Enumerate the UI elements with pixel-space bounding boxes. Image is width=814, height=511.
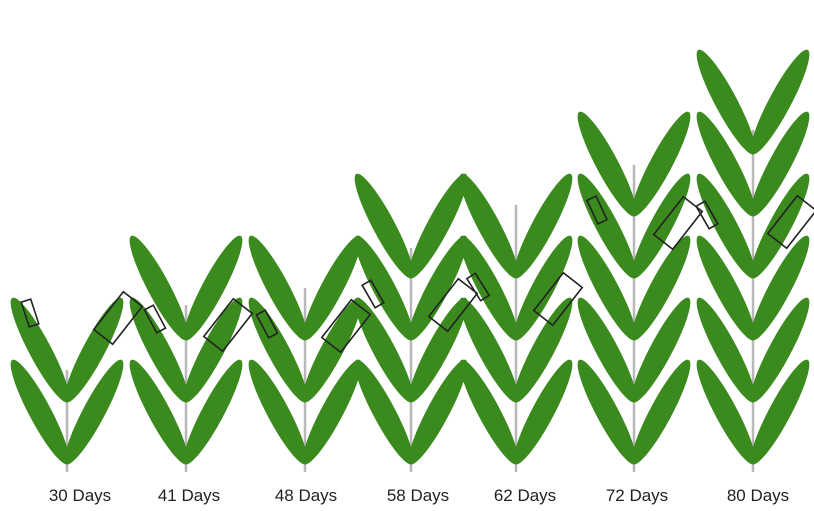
leaf-right (750, 359, 810, 465)
leaf-left (354, 359, 414, 465)
leaf-left (129, 235, 189, 341)
plant-2 (129, 235, 243, 472)
leaf-left (129, 359, 189, 465)
highlight-box (695, 200, 719, 230)
day-label-48: 48 Days (274, 486, 338, 505)
leaf-left (459, 235, 519, 341)
leaf-left (248, 359, 308, 465)
highlight-box (320, 298, 372, 354)
leaf-right (513, 173, 573, 279)
plant-5 (459, 173, 573, 472)
leaf-left (696, 173, 756, 279)
leaf-left (696, 235, 756, 341)
leaf-right (183, 297, 243, 403)
highlight-box (361, 279, 385, 309)
highlight-box (766, 194, 814, 250)
day-label-30: 30 Days (48, 486, 112, 505)
leaf-right (302, 235, 362, 341)
highlight-box (465, 272, 491, 302)
leaf-left (696, 297, 756, 403)
highlight-box (652, 195, 704, 251)
highlight-box (532, 271, 584, 327)
leaf-left (354, 297, 414, 403)
day-label-72: 72 Days (605, 486, 669, 505)
leaf-right (750, 297, 810, 403)
plant-1 (10, 297, 124, 472)
highlight-box (20, 298, 40, 328)
plant-4 (354, 173, 468, 472)
day-label-80: 80 Days (726, 486, 790, 505)
leaf-left (577, 235, 637, 341)
leaf-left (248, 235, 308, 341)
highlight-box (202, 297, 254, 353)
leaf-right (513, 235, 573, 341)
leaf-left (696, 111, 756, 217)
leaf-right (750, 111, 810, 217)
day-label-62: 62 Days (493, 486, 557, 505)
leaf-left (577, 359, 637, 465)
leaf-left (459, 173, 519, 279)
highlight-box (255, 309, 279, 339)
leaf-left (10, 359, 70, 465)
leaf-left (459, 359, 519, 465)
leaf-right (750, 235, 810, 341)
leaf-right (631, 235, 691, 341)
leaf-left (354, 173, 414, 279)
leaf-right (513, 359, 573, 465)
leaf-left (577, 173, 637, 279)
leaf-left (577, 111, 637, 217)
leaf-right (183, 235, 243, 341)
leaf-right (631, 111, 691, 217)
leaf-left (248, 297, 308, 403)
leaf-right (302, 359, 362, 465)
leaf-left (459, 297, 519, 403)
leaf-left (696, 49, 756, 155)
leaf-right (408, 359, 468, 465)
leaf-right (408, 173, 468, 279)
day-label-58: 58 Days (386, 486, 450, 505)
leaf-right (302, 297, 362, 403)
highlight-box (585, 195, 609, 225)
leaf-right (183, 359, 243, 465)
leaf-right (631, 297, 691, 403)
highlight-box (143, 304, 167, 334)
leaf-left (696, 359, 756, 465)
leaf-right (64, 359, 124, 465)
leaf-left (354, 235, 414, 341)
highlight-box (427, 277, 479, 333)
day-label-41: 41 Days (157, 486, 221, 505)
leaf-right (408, 235, 468, 341)
plant-3 (248, 235, 362, 472)
leaf-left (129, 297, 189, 403)
leaf-right (513, 297, 573, 403)
leaf-right (750, 49, 810, 155)
leaf-left (577, 297, 637, 403)
leaf-left (10, 297, 70, 403)
leaf-right (64, 297, 124, 403)
leaf-right (631, 359, 691, 465)
plant-7 (696, 49, 810, 472)
plant-6 (577, 111, 691, 472)
highlight-box (92, 290, 144, 346)
